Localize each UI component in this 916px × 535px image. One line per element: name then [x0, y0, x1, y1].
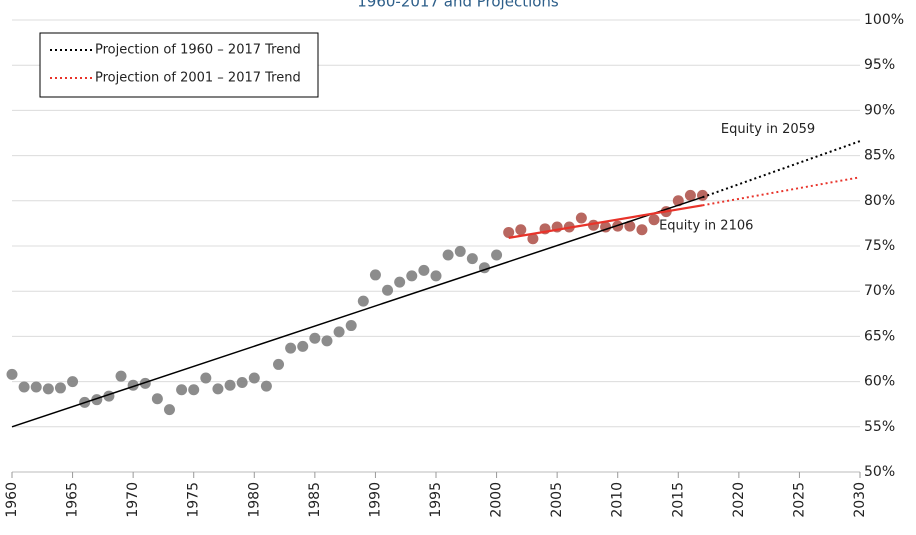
trend-line [11, 196, 703, 428]
y-tick-label: 55% [864, 419, 895, 435]
y-tick-label: 65% [864, 328, 895, 344]
data-point [200, 372, 212, 384]
data-point [139, 377, 151, 389]
x-tick-label: 1985 [307, 482, 323, 518]
y-tick-label: 70% [864, 283, 895, 299]
data-point [224, 379, 236, 391]
x-tick-label: 2025 [791, 482, 807, 518]
y-tick-label: 90% [864, 102, 895, 118]
x-tick-label: 2000 [489, 482, 505, 518]
data-point [54, 382, 66, 394]
data-point [345, 320, 357, 332]
data-point [357, 295, 369, 307]
y-tick-label: 95% [864, 57, 895, 73]
projection-line [702, 140, 861, 199]
legend-box [39, 32, 319, 98]
annotation: Equity in 2106 [659, 219, 753, 234]
data-point [648, 214, 660, 226]
y-tick-label: 60% [864, 374, 895, 390]
data-point [18, 381, 30, 393]
x-tick-label: 2015 [670, 482, 686, 518]
x-tick-label: 2030 [852, 482, 868, 518]
data-point [236, 377, 248, 389]
x-tick-label: 1965 [65, 482, 81, 518]
data-point [248, 372, 260, 384]
data-point [684, 189, 696, 201]
data-point [115, 370, 127, 382]
legend: Projection of 1960 – 2017 Trend Projectio… [39, 32, 319, 98]
data-point [42, 383, 54, 395]
y-tick-label: 50% [864, 464, 895, 480]
x-tick-label: 1960 [4, 482, 20, 518]
data-point [454, 245, 466, 257]
data-point [503, 226, 515, 238]
legend-label: Projection of 1960 – 2017 Trend [95, 43, 301, 58]
data-point [491, 249, 503, 261]
x-tick-label: 1970 [125, 482, 141, 518]
x-tick-label: 1975 [186, 482, 202, 518]
data-point [67, 376, 79, 388]
x-tick-label: 1990 [367, 482, 383, 518]
data-point [636, 224, 648, 236]
x-tick-label: 2010 [610, 482, 626, 518]
data-point [309, 332, 321, 344]
data-point [624, 220, 636, 232]
data-point [163, 404, 175, 416]
data-point [151, 393, 163, 405]
data-point [333, 326, 345, 338]
data-point [273, 358, 285, 370]
data-point [6, 368, 18, 380]
data-point [321, 335, 333, 347]
data-point [430, 270, 442, 282]
y-tick-label: 80% [864, 193, 895, 209]
x-tick-label: 2020 [731, 482, 747, 518]
data-point [442, 249, 454, 261]
data-point [260, 380, 272, 392]
data-point [527, 233, 539, 245]
data-point [515, 224, 527, 236]
data-point [285, 342, 297, 354]
projection-line [702, 176, 861, 207]
data-point [297, 340, 309, 352]
y-tick-label: 75% [864, 238, 895, 254]
x-tick-label: 1995 [428, 482, 444, 518]
y-tick-label: 85% [864, 148, 895, 164]
data-point [394, 276, 406, 288]
x-tick-label: 2005 [549, 482, 565, 518]
y-tick-label: 100% [864, 12, 904, 28]
data-point [188, 384, 200, 396]
annotation: Equity in 2059 [721, 122, 815, 137]
data-point [212, 383, 224, 395]
data-point [30, 381, 42, 393]
data-point [575, 212, 587, 224]
data-point [418, 264, 430, 276]
legend-label: Projection of 2001 – 2017 Trend [95, 71, 301, 86]
data-point [369, 269, 381, 281]
x-tick-label: 1980 [246, 482, 262, 518]
data-point [466, 253, 478, 265]
data-point [406, 270, 418, 282]
trend-line [508, 204, 703, 239]
data-point [382, 284, 394, 296]
chart-title: 1960-2017 and Projections [357, 0, 559, 11]
data-point [176, 384, 188, 396]
